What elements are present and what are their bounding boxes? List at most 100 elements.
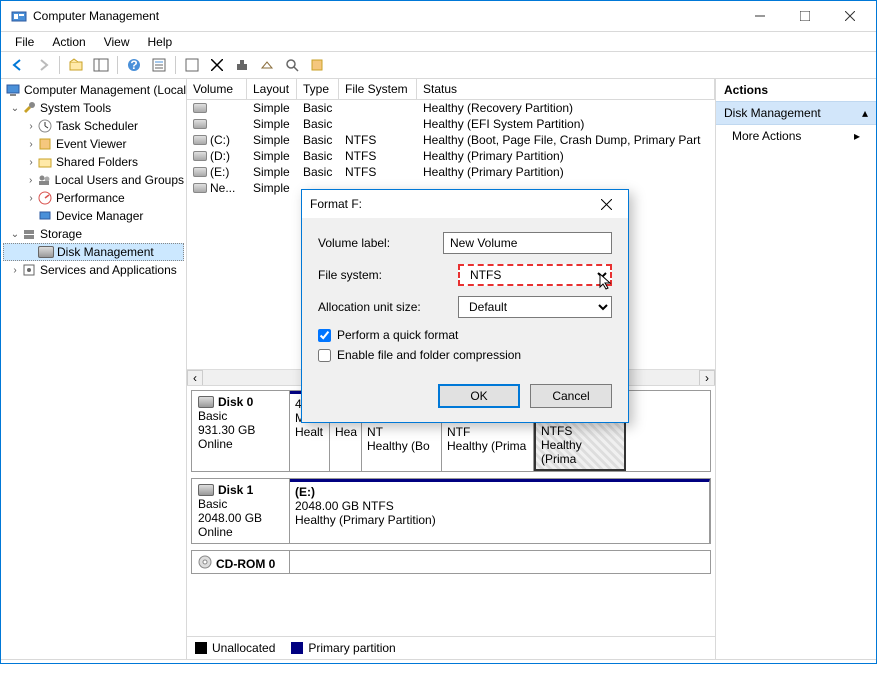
volume-label-input[interactable]	[443, 232, 612, 254]
collapse-icon[interactable]: ⌄	[9, 229, 21, 240]
col-type[interactable]: Type	[297, 79, 339, 99]
part-status: Hea	[335, 425, 356, 439]
ok-button[interactable]: OK	[438, 384, 520, 408]
vol-fs: NTFS	[339, 164, 417, 180]
menu-view[interactable]: View	[96, 34, 138, 50]
expand-icon[interactable]: ›	[9, 265, 21, 276]
back-button[interactable]	[7, 54, 29, 76]
tree-label: Event Viewer	[56, 137, 126, 151]
col-layout[interactable]: Layout	[247, 79, 297, 99]
expand-icon[interactable]: ›	[25, 121, 37, 132]
help-button[interactable]: ?	[123, 54, 145, 76]
legend-swatch-unallocated	[195, 642, 207, 654]
dialog-close-button[interactable]	[592, 190, 620, 218]
menubar: File Action View Help	[1, 31, 876, 51]
part-status: Healthy (Prima	[447, 439, 528, 453]
tree-storage[interactable]: ⌄Storage	[3, 225, 184, 243]
vol-name: Ne...	[210, 181, 235, 195]
vol-type: Basic	[297, 164, 339, 180]
tree-label: System Tools	[40, 101, 111, 115]
disk-state: Online	[198, 437, 283, 451]
refresh-button[interactable]	[181, 54, 203, 76]
menu-file[interactable]: File	[7, 34, 42, 50]
toolbar: ?	[1, 51, 876, 79]
volume-label-label: Volume label:	[318, 236, 443, 250]
partition[interactable]: (E:) 2048.00 GB NTFS Healthy (Primary Pa…	[290, 479, 710, 543]
tree-event[interactable]: › Event Viewer	[3, 135, 184, 153]
volume-row[interactable]: SimpleBasicHealthy (EFI System Partition…	[187, 116, 715, 132]
scroll-right[interactable]: ›	[699, 370, 715, 386]
vol-layout: Simple	[247, 148, 297, 164]
disk-type: Basic	[198, 497, 283, 511]
tool-icon-3[interactable]	[306, 54, 328, 76]
col-status[interactable]: Status	[417, 79, 715, 99]
tree-label: Performance	[56, 191, 125, 205]
col-volume[interactable]: Volume	[187, 79, 247, 99]
tree-shared[interactable]: ›Shared Folders	[3, 153, 184, 171]
storage-icon	[21, 226, 37, 242]
tree-systools[interactable]: ⌄ System Tools	[3, 99, 184, 117]
actions-subheader[interactable]: Disk Management▴	[716, 101, 876, 125]
expand-icon[interactable]: ›	[25, 157, 37, 168]
tool-icon-2[interactable]	[256, 54, 278, 76]
volume-row[interactable]: (E:)SimpleBasicNTFSHealthy (Primary Part…	[187, 164, 715, 180]
vol-status: Healthy (EFI System Partition)	[417, 116, 715, 132]
volume-icon	[193, 183, 207, 193]
close-button[interactable]	[827, 2, 872, 31]
minimize-button[interactable]	[737, 2, 782, 31]
actions-more-label: More Actions	[732, 129, 801, 143]
vol-layout: Simple	[247, 116, 297, 132]
part-size: 2048.00 GB NTFS	[295, 499, 704, 513]
expand-icon[interactable]: ›	[25, 175, 36, 186]
properties-button[interactable]	[148, 54, 170, 76]
delete-button[interactable]	[206, 54, 228, 76]
vol-type: Basic	[297, 100, 339, 116]
tree-task[interactable]: ›Task Scheduler	[3, 117, 184, 135]
volume-row[interactable]: SimpleBasicHealthy (Recovery Partition)	[187, 100, 715, 116]
vol-name: (E:)	[210, 165, 229, 179]
cancel-button[interactable]: Cancel	[530, 384, 612, 408]
search-icon[interactable]	[281, 54, 303, 76]
part-status: Healt	[295, 425, 324, 439]
menu-action[interactable]: Action	[44, 34, 93, 50]
legend-swatch-primary	[291, 642, 303, 654]
quick-format-checkbox[interactable]	[318, 329, 331, 342]
menu-help[interactable]: Help	[140, 34, 181, 50]
tree-devmgr[interactable]: Device Manager	[3, 207, 184, 225]
tree-users[interactable]: ›Local Users and Groups	[3, 171, 184, 189]
tool-icon[interactable]	[231, 54, 253, 76]
volume-icon	[193, 167, 207, 177]
forward-button[interactable]	[32, 54, 54, 76]
up-button[interactable]	[65, 54, 87, 76]
expand-icon[interactable]: ›	[25, 139, 37, 150]
vol-name: (D:)	[210, 149, 230, 163]
volume-icon	[193, 103, 207, 113]
compression-checkbox[interactable]	[318, 349, 331, 362]
actions-header: Actions	[716, 79, 876, 101]
filesystem-select[interactable]: NTFS	[458, 264, 612, 286]
tree-diskmgmt[interactable]: Disk Management	[3, 243, 184, 261]
volume-row[interactable]: (D:)SimpleBasicNTFSHealthy (Primary Part…	[187, 148, 715, 164]
disk-row-1[interactable]: Disk 1 Basic 2048.00 GB Online (E:) 2048…	[191, 478, 711, 544]
vol-status: Healthy (Primary Partition)	[417, 164, 715, 180]
volume-row[interactable]: (C:)SimpleBasicNTFSHealthy (Boot, Page F…	[187, 132, 715, 148]
window-title: Computer Management	[33, 9, 737, 23]
compression-label: Enable file and folder compression	[337, 348, 521, 362]
allocation-select[interactable]: Default	[458, 296, 612, 318]
tree-perf[interactable]: › Performance	[3, 189, 184, 207]
tree-label: Computer Management (Local	[24, 83, 186, 97]
col-fs[interactable]: File System	[339, 79, 417, 99]
actions-more[interactable]: More Actions▸	[716, 125, 876, 147]
collapse-icon[interactable]: ⌄	[9, 103, 21, 114]
expand-icon[interactable]: ›	[25, 193, 37, 204]
tree-services[interactable]: ›Services and Applications	[3, 261, 184, 279]
cursor-icon	[599, 273, 617, 291]
disk-row-cd[interactable]: CD-ROM 0	[191, 550, 711, 574]
part-status: Healthy (Bo	[367, 439, 436, 453]
show-hide-tree-button[interactable]	[90, 54, 112, 76]
vol-layout: Simple	[247, 180, 297, 196]
disk-name: Disk 1	[218, 483, 253, 497]
scroll-left[interactable]: ‹	[187, 370, 203, 386]
tree-root[interactable]: Computer Management (Local	[3, 81, 184, 99]
maximize-button[interactable]	[782, 2, 827, 31]
